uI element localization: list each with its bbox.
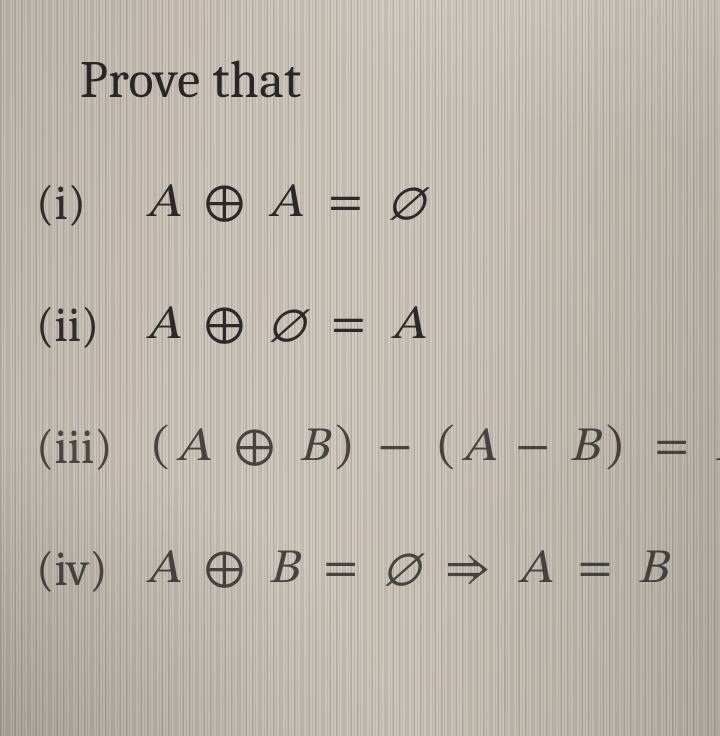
op-symdiff: ⊕ bbox=[234, 424, 276, 472]
var-A: A bbox=[146, 546, 181, 594]
var-B: B bbox=[569, 424, 600, 472]
numeral-iv: (iv) bbox=[36, 546, 146, 594]
paren-open: ( bbox=[438, 424, 456, 472]
paren-close: ) bbox=[606, 424, 624, 472]
heading-prove-that: Prove that bbox=[80, 50, 690, 110]
numeral-i: (i) bbox=[36, 180, 146, 228]
emptyset: ∅ bbox=[388, 180, 426, 228]
problem-list: (i) A ⊕ A = ∅ (ii) A ⊕ ∅ = A (iii) bbox=[36, 180, 690, 594]
equation-i: A ⊕ A = ∅ bbox=[146, 180, 426, 228]
paren-close: ) bbox=[335, 424, 353, 472]
var-A: A bbox=[146, 180, 181, 228]
problem-item-i: (i) A ⊕ A = ∅ bbox=[36, 180, 690, 228]
emptyset: ∅ bbox=[268, 302, 306, 350]
numeral-iii: (iii) bbox=[36, 424, 146, 472]
op-equals: = bbox=[323, 546, 359, 594]
op-implies: ⇒ bbox=[448, 546, 492, 594]
var-B: B bbox=[299, 424, 330, 472]
var-A: A bbox=[391, 302, 426, 350]
problem-page: Prove that (i) A ⊕ A = ∅ (ii) A ⊕ ∅ = A bbox=[0, 0, 720, 736]
numeral-ii: (ii) bbox=[36, 302, 146, 350]
op-equals: = bbox=[331, 302, 367, 350]
var-B: B bbox=[637, 546, 668, 594]
var-A: A bbox=[268, 180, 303, 228]
op-equals: = bbox=[578, 546, 614, 594]
emptyset: ∅ bbox=[383, 546, 421, 594]
op-equals: = bbox=[328, 180, 364, 228]
equation-iii: (A ⊕ B) − (A − B) = B − A bbox=[146, 424, 720, 472]
equation-iv: A ⊕ B = ∅ ⇒ A = B bbox=[146, 546, 668, 594]
op-symdiff: ⊕ bbox=[204, 180, 246, 228]
op-symdiff: ⊕ bbox=[204, 302, 246, 350]
var-A: A bbox=[146, 302, 181, 350]
var-A: A bbox=[176, 424, 211, 472]
op-symdiff: ⊕ bbox=[204, 546, 246, 594]
problem-item-ii: (ii) A ⊕ ∅ = A bbox=[36, 302, 690, 350]
op-minus: − bbox=[515, 424, 551, 472]
op-minus: − bbox=[378, 424, 414, 472]
var-A: A bbox=[462, 424, 497, 472]
paren-open: ( bbox=[152, 424, 170, 472]
equation-ii: A ⊕ ∅ = A bbox=[146, 302, 426, 350]
problem-item-iv: (iv) A ⊕ B = ∅ ⇒ A = B bbox=[36, 546, 690, 594]
var-B: B bbox=[268, 546, 299, 594]
problem-item-iii: (iii) (A ⊕ B) − (A − B) = B − A bbox=[36, 424, 690, 472]
op-equals: = bbox=[654, 424, 690, 472]
var-A: A bbox=[518, 546, 553, 594]
var-B: B bbox=[714, 424, 720, 472]
